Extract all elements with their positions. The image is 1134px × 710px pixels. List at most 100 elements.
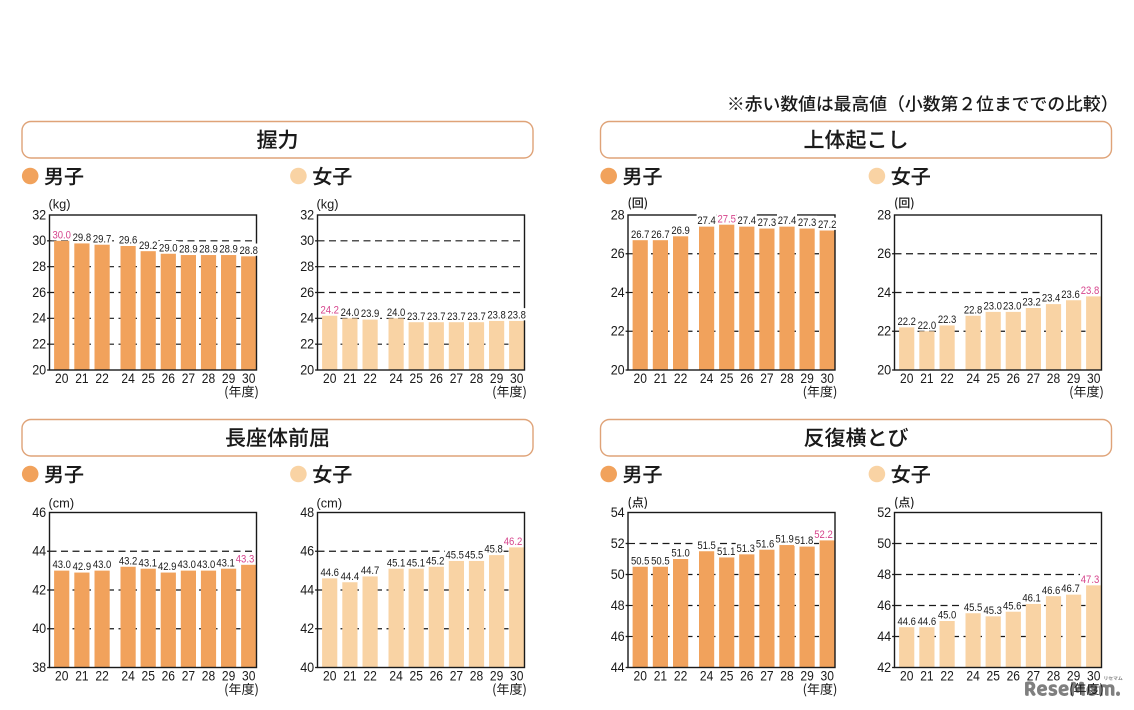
- svg-text:22: 22: [32, 336, 46, 352]
- svg-text:26.9: 26.9: [671, 225, 690, 237]
- svg-text:21: 21: [343, 668, 357, 684]
- svg-text:24: 24: [700, 668, 714, 684]
- svg-text:20: 20: [300, 361, 314, 377]
- svg-text:27.4: 27.4: [697, 215, 716, 227]
- svg-text:46.1: 46.1: [1022, 593, 1041, 605]
- svg-text:26: 26: [162, 370, 176, 386]
- svg-text:48: 48: [877, 566, 891, 582]
- svg-text:45.1: 45.1: [407, 557, 426, 569]
- svg-text:20: 20: [55, 668, 69, 684]
- svg-text:44.4: 44.4: [341, 571, 360, 583]
- svg-text:28: 28: [780, 668, 794, 684]
- svg-text:24: 24: [121, 668, 135, 684]
- svg-text:51.3: 51.3: [736, 543, 755, 555]
- svg-text:30: 30: [242, 668, 256, 684]
- svg-text:29: 29: [800, 370, 814, 386]
- svg-text:24: 24: [300, 310, 314, 326]
- svg-text:24: 24: [877, 284, 891, 300]
- svg-text:22: 22: [877, 323, 891, 339]
- svg-text:20: 20: [611, 361, 625, 377]
- svg-text:27.3: 27.3: [798, 217, 817, 229]
- svg-text:27: 27: [450, 370, 464, 386]
- svg-text:(kg): (kg): [317, 196, 339, 211]
- svg-text:27: 27: [182, 668, 196, 684]
- svg-text:44.6: 44.6: [897, 616, 916, 628]
- svg-text:30.0: 30.0: [52, 229, 71, 241]
- svg-text:28: 28: [611, 206, 625, 222]
- svg-text:44: 44: [877, 628, 891, 644]
- svg-text:26: 26: [32, 284, 46, 300]
- svg-text:29: 29: [222, 668, 236, 684]
- svg-text:42: 42: [300, 620, 314, 636]
- svg-text:28: 28: [300, 258, 314, 274]
- svg-text:46: 46: [300, 543, 314, 559]
- svg-text:44.7: 44.7: [361, 565, 380, 577]
- svg-text:22: 22: [363, 668, 377, 684]
- svg-text:50.5: 50.5: [651, 555, 670, 567]
- svg-text:24: 24: [966, 370, 980, 386]
- svg-text:25: 25: [987, 370, 1001, 386]
- svg-text:27.5: 27.5: [717, 213, 736, 225]
- svg-text:46.7: 46.7: [1061, 583, 1080, 595]
- svg-text:30: 30: [32, 232, 46, 248]
- svg-text:23.6: 23.6: [1061, 289, 1080, 301]
- svg-text:29: 29: [1067, 370, 1081, 386]
- svg-text:(cm): (cm): [49, 496, 75, 511]
- svg-text:42: 42: [877, 659, 891, 675]
- svg-text:43.0: 43.0: [93, 559, 112, 571]
- svg-text:30: 30: [242, 370, 256, 386]
- svg-text:20: 20: [900, 668, 914, 684]
- svg-text:30: 30: [1087, 370, 1101, 386]
- svg-text:22: 22: [940, 370, 954, 386]
- svg-text:38: 38: [32, 659, 46, 675]
- svg-text:22.2: 22.2: [897, 316, 916, 328]
- svg-text:46: 46: [32, 504, 46, 520]
- svg-text:46: 46: [877, 597, 891, 613]
- svg-text:22: 22: [674, 668, 688, 684]
- svg-text:22: 22: [300, 336, 314, 352]
- svg-text:25: 25: [410, 668, 424, 684]
- svg-text:46.2: 46.2: [504, 536, 523, 548]
- svg-text:21: 21: [343, 370, 357, 386]
- svg-text:30: 30: [510, 370, 524, 386]
- svg-text:28: 28: [202, 668, 216, 684]
- svg-text:23.9: 23.9: [361, 308, 380, 320]
- svg-text:22: 22: [674, 370, 688, 386]
- svg-text:23.8: 23.8: [1081, 285, 1100, 297]
- svg-text:22: 22: [611, 323, 625, 339]
- svg-text:26: 26: [300, 284, 314, 300]
- svg-text:27: 27: [1027, 668, 1041, 684]
- svg-text:23.7: 23.7: [427, 311, 446, 323]
- svg-text:20: 20: [877, 361, 891, 377]
- svg-text:28: 28: [470, 370, 484, 386]
- svg-text:45.3: 45.3: [983, 605, 1002, 617]
- svg-text:45.0: 45.0: [938, 610, 957, 622]
- svg-text:24: 24: [121, 370, 135, 386]
- svg-text:23.7: 23.7: [407, 311, 426, 323]
- svg-text:44: 44: [300, 581, 314, 597]
- svg-text:21: 21: [654, 668, 668, 684]
- svg-text:26: 26: [1007, 370, 1021, 386]
- svg-text:45.6: 45.6: [1003, 600, 1022, 612]
- svg-text:(kg): (kg): [49, 196, 71, 211]
- svg-text:44: 44: [32, 543, 46, 559]
- svg-text:43.0: 43.0: [52, 559, 71, 571]
- svg-text:27.4: 27.4: [778, 215, 797, 227]
- svg-text:27.2: 27.2: [818, 219, 837, 231]
- svg-text:25: 25: [142, 370, 156, 386]
- svg-text:22.3: 22.3: [938, 314, 957, 326]
- svg-text:22.8: 22.8: [964, 304, 983, 316]
- svg-text:43.1: 43.1: [139, 557, 158, 569]
- svg-text:28: 28: [1047, 370, 1061, 386]
- svg-text:28.9: 28.9: [179, 244, 198, 256]
- svg-text:27.4: 27.4: [738, 215, 757, 227]
- svg-text:26: 26: [1007, 668, 1021, 684]
- svg-text:43.1: 43.1: [216, 557, 235, 569]
- svg-text:29.7: 29.7: [93, 233, 112, 245]
- svg-text:43.0: 43.0: [177, 559, 196, 571]
- svg-text:29.2: 29.2: [139, 240, 158, 252]
- svg-text:26.7: 26.7: [631, 229, 650, 241]
- svg-text:51.5: 51.5: [697, 540, 716, 552]
- svg-text:23.0: 23.0: [983, 301, 1002, 313]
- svg-text:40: 40: [32, 620, 46, 636]
